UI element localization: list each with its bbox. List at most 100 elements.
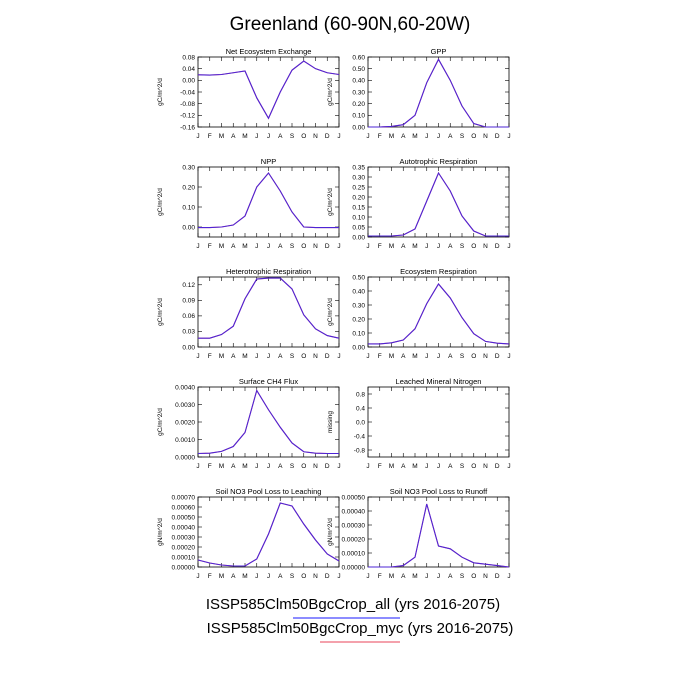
y-tick-label: 0.0010: [175, 437, 195, 444]
x-tick-label: F: [378, 243, 382, 250]
x-tick-label: N: [483, 573, 488, 580]
y-axis-label: gN/m^2/d: [327, 518, 334, 546]
x-tick-label: A: [278, 243, 283, 250]
x-tick-label: J: [255, 243, 258, 250]
x-tick-label: J: [196, 353, 199, 360]
x-tick-label: J: [366, 243, 369, 250]
y-tick-label: -0.16: [180, 124, 195, 131]
x-tick-label: J: [425, 573, 428, 580]
y-tick-label: 0.30: [352, 174, 365, 181]
x-tick-label: M: [219, 133, 224, 140]
x-tick-label: M: [219, 243, 224, 250]
x-tick-label: F: [208, 573, 212, 580]
x-tick-label: O: [301, 463, 306, 470]
x-tick-label: M: [242, 353, 247, 360]
x-tick-label: O: [471, 353, 476, 360]
series-line-all: [368, 503, 510, 568]
x-tick-label: J: [425, 133, 428, 140]
y-tick-label: -0.4: [354, 433, 366, 440]
panel-surface-ch4-flux: Surface CH4 Flux 0.0040 0.0030 0.0020 0.0010…: [157, 377, 341, 470]
x-tick-label: D: [325, 353, 330, 360]
panel-autotrophic-respiration: Autotrophic Respiration 0.35 0.30 0.25 0.20 0…: [327, 157, 511, 250]
x-tick-label: J: [255, 463, 258, 470]
x-tick-label: A: [278, 573, 283, 580]
plot-frame: [197, 496, 340, 568]
x-tick-label: A: [448, 353, 453, 360]
x-tick-label: M: [242, 243, 247, 250]
x-tick-label: A: [231, 463, 236, 470]
x-tick-label: S: [460, 133, 465, 140]
x-tick-label: A: [448, 573, 453, 580]
y-tick-label: -0.12: [180, 113, 195, 120]
x-tick-label: N: [483, 353, 488, 360]
plot-frame: [197, 276, 340, 348]
x-tick-label: J: [337, 133, 340, 140]
x-tick-label: J: [337, 243, 340, 250]
x-tick-label: A: [231, 573, 236, 580]
series-line-all: [197, 502, 340, 567]
x-tick-label: J: [196, 133, 199, 140]
x-tick-label: M: [219, 353, 224, 360]
x-tick-label: A: [401, 463, 406, 470]
x-tick-label: A: [278, 463, 283, 470]
x-tick-label: D: [495, 243, 500, 250]
x-tick-label: A: [448, 243, 453, 250]
y-tick-label: 0.12: [182, 282, 195, 289]
y-tick-label: 0.25: [352, 184, 365, 191]
x-tick-label: S: [460, 243, 465, 250]
x-tick-label: F: [208, 353, 212, 360]
x-tick-label: J: [366, 463, 369, 470]
x-tick-label: J: [267, 243, 270, 250]
x-tick-label: A: [401, 353, 406, 360]
series-line-myc: [368, 283, 510, 345]
y-tick-label: 0.00: [352, 124, 365, 131]
panel-soil-no3-pool-loss-to-runoff: Soil NO3 Pool Loss to Runoff 0.00050 0.000…: [327, 487, 511, 580]
x-tick-label: J: [437, 573, 440, 580]
x-tick-label: A: [401, 243, 406, 250]
x-tick-label: S: [460, 573, 465, 580]
x-tick-label: M: [412, 573, 417, 580]
x-tick-label: J: [366, 573, 369, 580]
x-tick-label: N: [483, 133, 488, 140]
panel-soil-no3-pool-loss-to-leaching: Soil NO3 Pool Loss to Leaching 0.00070 0.0…: [157, 487, 341, 580]
y-tick-label: 0.00030: [172, 534, 196, 541]
panel-title: Net Ecosystem Exchange: [226, 47, 312, 56]
panel-heterotrophic-respiration: Heterotrophic Respiration 0.12 0.09 0.06 0.0…: [157, 267, 341, 360]
panel-net-ecosystem-exchange: Net Ecosystem Exchange 0.08 0.04 0.00 -0.04 -…: [157, 47, 341, 140]
x-tick-label: F: [378, 463, 382, 470]
y-tick-label: 0.00040: [342, 508, 366, 515]
panel-title: Heterotrophic Respiration: [226, 267, 311, 276]
y-tick-label: 0.15: [352, 204, 365, 211]
y-tick-label: 0.50: [352, 274, 365, 281]
y-tick-label: -0.08: [180, 101, 195, 108]
y-tick-label: 0.00060: [172, 504, 196, 511]
y-tick-label: 0.10: [352, 113, 365, 120]
x-tick-label: F: [378, 133, 382, 140]
y-tick-label: 0.00030: [342, 522, 366, 529]
x-tick-label: M: [389, 243, 394, 250]
y-tick-label: 0.00020: [172, 544, 196, 551]
x-tick-label: A: [401, 133, 406, 140]
x-tick-label: M: [219, 463, 224, 470]
x-tick-label: J: [196, 243, 199, 250]
series-line-all: [197, 389, 339, 455]
x-tick-label: M: [242, 573, 247, 580]
y-tick-label: 0.20: [352, 316, 365, 323]
panels: Net Ecosystem Exchange 0.08 0.04 0.00 -0.04 -…: [157, 47, 511, 580]
x-tick-label: A: [231, 243, 236, 250]
y-tick-label: 0.20: [352, 101, 365, 108]
x-tick-label: N: [483, 243, 488, 250]
y-tick-label: 0.30: [182, 164, 195, 171]
y-tick-label: 0.0040: [175, 384, 195, 391]
x-tick-label: S: [290, 463, 295, 470]
x-tick-label: J: [507, 353, 510, 360]
x-tick-label: D: [495, 573, 500, 580]
x-tick-label: O: [471, 573, 476, 580]
x-tick-label: S: [290, 573, 295, 580]
y-tick-label: 0.03: [182, 329, 195, 336]
x-tick-label: D: [325, 243, 330, 250]
y-tick-label: 0.60: [352, 54, 365, 61]
panel-title: Ecosystem Respiration: [400, 267, 477, 276]
panel-ecosystem-respiration: Ecosystem Respiration 0.50 0.40 0.30 0.20 0.1…: [327, 267, 511, 360]
